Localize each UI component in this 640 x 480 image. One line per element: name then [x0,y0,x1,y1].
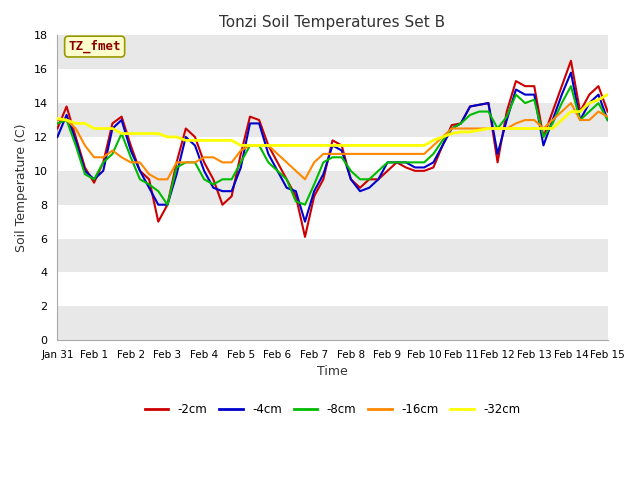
Bar [58,103,607,137]
X-axis label: Time: Time [317,365,348,379]
Bar [58,171,607,204]
Bar [58,36,607,69]
Bar [58,306,607,340]
Bar [58,239,607,273]
Title: Tonzi Soil Temperatures Set B: Tonzi Soil Temperatures Set B [220,15,445,30]
Legend: -2cm, -4cm, -8cm, -16cm, -32cm: -2cm, -4cm, -8cm, -16cm, -32cm [140,398,525,420]
Y-axis label: Soil Temperature (C): Soil Temperature (C) [15,123,28,252]
Text: TZ_fmet: TZ_fmet [68,40,121,53]
